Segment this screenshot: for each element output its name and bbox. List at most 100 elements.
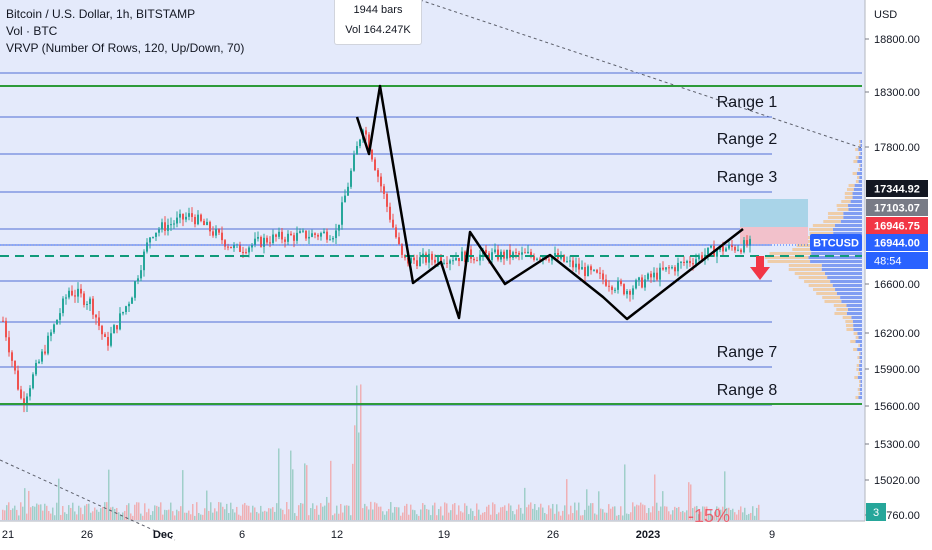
symbol-title[interactable]: Bitcoin / U.S. Dollar, 1h, BITSTAMP <box>6 7 196 21</box>
volume-bar <box>144 503 146 520</box>
candle-body <box>470 249 472 259</box>
candle-body <box>152 236 154 238</box>
volume-bar <box>748 513 750 520</box>
candle-body <box>68 290 70 298</box>
volume-bar <box>516 509 518 520</box>
volume-bar <box>614 506 616 520</box>
vrvp-down-row <box>813 288 836 291</box>
symbol-badge[interactable]: BTCUSD 48:54 <box>810 234 928 269</box>
volume-bar <box>744 507 746 520</box>
volume-bar <box>22 506 24 520</box>
candle-body <box>512 252 514 258</box>
candle-body <box>242 251 244 253</box>
volume-bar <box>698 514 700 520</box>
volume-bar <box>340 503 342 520</box>
vrvp-up-row <box>840 296 862 299</box>
take-profit-zone[interactable] <box>740 199 808 227</box>
range-lines[interactable]: Range 1 Range 2 Range 3 Range 7 Range 8 <box>0 72 862 406</box>
volume-bar <box>472 511 474 520</box>
range-label: Range 1 <box>717 94 778 111</box>
candle-body <box>476 260 478 262</box>
candle-body <box>221 232 223 241</box>
vrvp-down-row <box>845 324 854 327</box>
candle-body <box>224 240 226 247</box>
vrvp-down-row <box>853 160 858 163</box>
volume-bar <box>326 496 328 520</box>
volume-bar <box>108 469 110 520</box>
candle-body <box>227 246 229 248</box>
volume-bar <box>280 508 282 520</box>
volume-bar <box>546 514 548 520</box>
candle-body <box>566 261 568 263</box>
volume-bar <box>32 505 34 520</box>
candle-body <box>272 234 274 243</box>
volume-bar <box>656 502 658 520</box>
candle-body <box>194 216 196 225</box>
candle-body <box>209 221 211 232</box>
volume-bar <box>598 491 600 520</box>
x-tick-label: 26 <box>547 529 559 541</box>
volume-bar <box>424 504 426 520</box>
candle-body <box>695 259 697 265</box>
volume-bar <box>492 502 494 520</box>
candles[interactable] <box>2 126 751 413</box>
volume-bar <box>384 514 386 520</box>
volume-bar <box>422 503 424 520</box>
stop-loss-zone[interactable] <box>740 227 808 244</box>
candle-body <box>680 261 682 263</box>
volume-bar <box>572 513 574 520</box>
candle-body <box>569 260 571 262</box>
candle-body <box>338 224 340 231</box>
vrvp-down-row <box>859 164 861 167</box>
candle-body <box>458 258 460 262</box>
volume-bar <box>122 512 124 520</box>
candle-body <box>434 259 436 263</box>
candle-body <box>620 281 622 285</box>
vrvp-down-row <box>788 264 822 267</box>
volume-bar <box>714 511 716 520</box>
volume-bar <box>708 514 710 520</box>
candle-body <box>170 224 172 226</box>
down-arrow[interactable] <box>750 256 770 280</box>
vrvp-indicator[interactable]: VRVP (Number Of Rows, 120, Up/Down, 70) <box>6 41 245 55</box>
vrvp-down-row <box>841 200 851 203</box>
price-axis[interactable]: 18800.00 18300.00 17800.00 16600.00 16200.00… <box>865 34 920 522</box>
time-axis[interactable]: 21 26 Dec 6 12 19 26 2023 9 <box>2 529 775 541</box>
volume-bar <box>244 502 246 520</box>
volume-bar <box>256 511 258 520</box>
vrvp-up-row <box>821 264 862 267</box>
vrvp-up-row <box>850 200 862 203</box>
vrvp-up-row <box>859 372 862 375</box>
volume-bar <box>196 502 198 520</box>
candle-body <box>20 389 22 399</box>
volume-bar <box>374 502 376 520</box>
volume-bar <box>320 503 322 520</box>
volume-bar <box>136 502 138 520</box>
volume-bar <box>156 505 158 520</box>
volume-bar <box>336 505 338 520</box>
vrvp-up-row <box>848 204 862 207</box>
candle-body <box>212 231 214 236</box>
vrvp-down-row <box>855 156 859 159</box>
vrvp-up-row <box>859 356 862 359</box>
candle-body <box>425 253 427 263</box>
vrvp-down-row <box>794 272 826 275</box>
trendline-bottom[interactable] <box>0 459 176 541</box>
candle-body <box>11 352 13 361</box>
volume-bar <box>408 514 410 520</box>
volume-bar <box>332 515 334 520</box>
candle-body <box>722 245 724 252</box>
vrvp-down-row <box>809 232 834 235</box>
volume-bar <box>396 507 398 520</box>
candle-body <box>332 238 334 240</box>
vrvp-up-row <box>841 300 862 303</box>
volume-bar <box>430 515 432 520</box>
candle-body <box>158 229 160 233</box>
candle-body <box>101 325 103 335</box>
pattern-path[interactable] <box>355 84 744 321</box>
y-tick-label: 18300.00 <box>874 87 920 99</box>
volume-indicator[interactable]: Vol · BTC <box>6 24 58 38</box>
volume-bar <box>444 502 446 520</box>
volume-bar <box>476 503 478 520</box>
